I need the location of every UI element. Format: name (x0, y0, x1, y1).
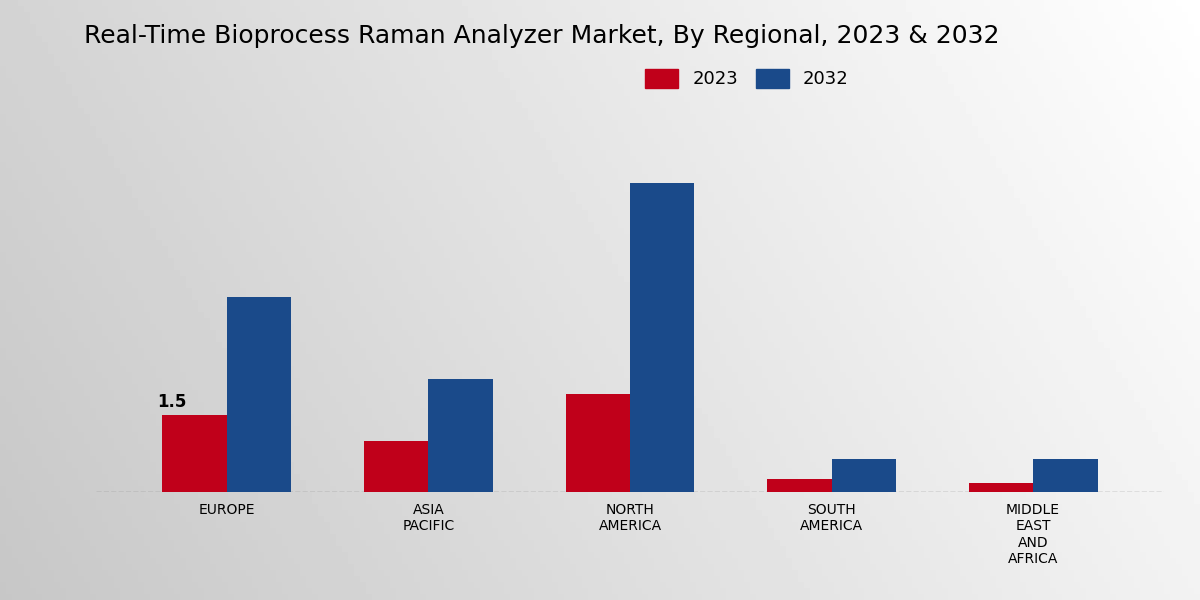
Bar (428, 379, 493, 492)
Bar (767, 479, 832, 492)
Bar (1033, 458, 1098, 492)
Legend: 2023, 2032: 2023, 2032 (638, 62, 856, 95)
Bar (968, 483, 1033, 492)
Bar (227, 296, 292, 492)
Bar (364, 440, 428, 492)
Text: Real-Time Bioprocess Raman Analyzer Market, By Regional, 2023 & 2032: Real-Time Bioprocess Raman Analyzer Mark… (84, 24, 1000, 48)
Bar (565, 394, 630, 492)
Text: 1.5: 1.5 (157, 393, 187, 411)
Bar (630, 184, 695, 492)
Bar (832, 458, 896, 492)
Bar (162, 415, 227, 492)
